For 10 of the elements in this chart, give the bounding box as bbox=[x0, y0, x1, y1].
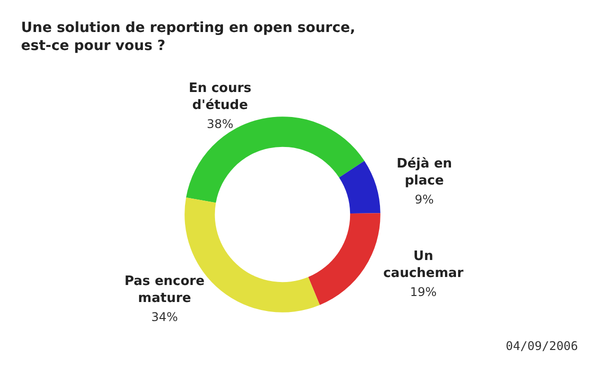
slice-label: En cours d'étude bbox=[188, 80, 252, 113]
chart-title: Une solution de reporting en open source, est-ce pour vous ? bbox=[21, 20, 356, 54]
data-label: 9% bbox=[414, 192, 434, 206]
data-label: 19% bbox=[410, 284, 437, 299]
slice-label: Pas encore mature bbox=[124, 274, 205, 306]
data-label: 38% bbox=[206, 116, 234, 131]
slice-label: Un cauchemar bbox=[383, 248, 464, 281]
data-label: 34% bbox=[151, 310, 178, 324]
text: 04/09/2006 bbox=[506, 339, 578, 353]
slice-label: Déjà en place bbox=[396, 156, 452, 188]
